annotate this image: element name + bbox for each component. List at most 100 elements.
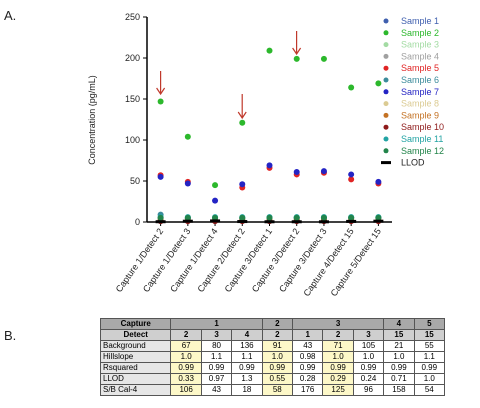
header-cell: 1 xyxy=(292,329,324,341)
y-axis-label: Concentration (pg/mL) xyxy=(87,75,97,165)
table-cell: 96 xyxy=(352,384,385,396)
panel-label: A. xyxy=(4,8,16,23)
data-point xyxy=(375,214,382,221)
table-cell: 0.99 xyxy=(413,362,446,374)
data-point xyxy=(293,214,300,221)
row-label: LLOD xyxy=(99,373,172,385)
table-cell: 0.99 xyxy=(231,362,263,374)
header-cell: 1 xyxy=(170,318,263,330)
annotation-arrows xyxy=(156,31,302,120)
data-point xyxy=(184,180,191,187)
row-label: S/B Cal-4 xyxy=(99,384,172,396)
table-cell: 0.33 xyxy=(170,373,202,385)
data-point xyxy=(375,178,382,185)
y-tick-label: 150 xyxy=(125,94,140,104)
table-cell: 0.29 xyxy=(322,373,354,385)
data-point xyxy=(348,176,355,183)
table-cell: 54 xyxy=(413,384,446,396)
table-cell: 0.55 xyxy=(261,373,294,385)
table-cell: 1.1 xyxy=(200,351,233,363)
legend-label: Sample 6 xyxy=(401,75,439,85)
data-point xyxy=(348,171,355,178)
x-tick-label: Capture 1/Detect 2 xyxy=(114,226,166,294)
table-cell: 0.99 xyxy=(170,362,202,374)
table-cell: 106 xyxy=(170,384,202,396)
header-cell: 2 xyxy=(261,329,294,341)
arrow xyxy=(156,71,166,96)
table-cell: 0.24 xyxy=(352,373,385,385)
table-cell: 0.99 xyxy=(261,362,294,374)
panel-label: B. xyxy=(4,328,16,343)
data-point xyxy=(348,214,355,221)
legend-marker xyxy=(383,53,389,59)
table-cell: 58 xyxy=(261,384,294,396)
table-row: Hillslope 1.0 1.1 1.1 1.0 0.98 1.0 1.0 1.0 1.1 xyxy=(99,351,446,363)
x-tick-label: Capture 4/Detect 15 xyxy=(301,226,355,298)
legend-label: LLOD xyxy=(401,158,425,168)
table-cell: 1.1 xyxy=(231,351,263,363)
table-row: S/B Cal-4 106 43 18 58 176 125 96 158 54 xyxy=(99,384,446,396)
table-cell: 125 xyxy=(322,384,354,396)
table-cell: 18 xyxy=(231,384,263,396)
data-point xyxy=(157,214,164,221)
arrow xyxy=(292,31,302,56)
results-table: Capture 1 2 3 4 5 Detect 2 3 4 2 1 2 3 15 15 Background… xyxy=(99,318,446,396)
table-cell: 1.1 xyxy=(413,351,446,363)
x-tick-label: Capture 3/Detect 1 xyxy=(223,226,275,294)
legend-label: Sample 3 xyxy=(401,40,439,50)
table-cell: 0.71 xyxy=(383,373,415,385)
legend-label: Sample 1 xyxy=(401,16,439,26)
table-row: LLOD 0.33 0.97 1.3 0.55 0.28 0.29 0.24 0.71 1.0 xyxy=(99,373,446,385)
data-point xyxy=(184,214,191,221)
table-row: Rsquared 0.99 0.99 0.99 0.99 0.99 0.99 0.99 0.99… xyxy=(99,362,446,374)
data-point xyxy=(239,181,246,188)
header-cell: 2 xyxy=(170,329,202,341)
x-tick-label: Capture 3/Detect 2 xyxy=(250,226,302,294)
table-cell: 1.0 xyxy=(322,351,354,363)
data-point xyxy=(320,214,327,221)
y-tick-label: 0 xyxy=(135,217,140,227)
header-cell: Detect xyxy=(99,329,172,341)
table-cell: 0.99 xyxy=(200,362,233,374)
header-cell: 3 xyxy=(200,329,233,341)
data-point xyxy=(266,162,273,169)
table-cell: 1.0 xyxy=(261,351,294,363)
data-point xyxy=(320,168,327,175)
header-cell: Capture xyxy=(99,318,172,330)
x-tick-label: Capture 3/Detect 3 xyxy=(277,226,329,294)
header-cell: 4 xyxy=(383,318,415,330)
data-point xyxy=(212,197,219,204)
legend-label: Sample 11 xyxy=(401,134,443,144)
table-cell: 1.0 xyxy=(413,373,446,385)
header-cell: 3 xyxy=(352,329,385,341)
header-cell: 2 xyxy=(261,318,294,330)
data-point xyxy=(266,214,273,221)
header-cell: 5 xyxy=(413,318,446,330)
legend-marker xyxy=(383,77,389,83)
header-cell: 3 xyxy=(292,318,385,330)
legend-marker xyxy=(383,148,389,154)
legend-marker xyxy=(383,42,389,48)
table-cell: 91 xyxy=(261,340,294,352)
legend-label: Sample 9 xyxy=(401,110,439,120)
legend-label: Sample 12 xyxy=(401,146,444,156)
arrow xyxy=(237,94,247,120)
table-cell: 80 xyxy=(200,340,233,352)
data-point xyxy=(348,84,355,91)
data-point xyxy=(212,182,219,189)
header-row: Detect 2 3 4 2 1 2 3 15 15 xyxy=(99,329,446,341)
table-cell: 0.99 xyxy=(383,362,415,374)
x-tick-label: Capture 5/Detect 15 xyxy=(329,226,383,298)
legend-marker xyxy=(383,124,389,130)
data-point xyxy=(239,119,246,126)
legend-label: Sample 7 xyxy=(401,87,439,97)
legend-marker xyxy=(383,89,389,95)
table-cell: 55 xyxy=(413,340,446,352)
table-cell: 158 xyxy=(383,384,415,396)
table-cell: 176 xyxy=(292,384,324,396)
header-cell: 2 xyxy=(322,329,354,341)
data-point xyxy=(375,80,382,87)
data-point xyxy=(266,47,273,54)
